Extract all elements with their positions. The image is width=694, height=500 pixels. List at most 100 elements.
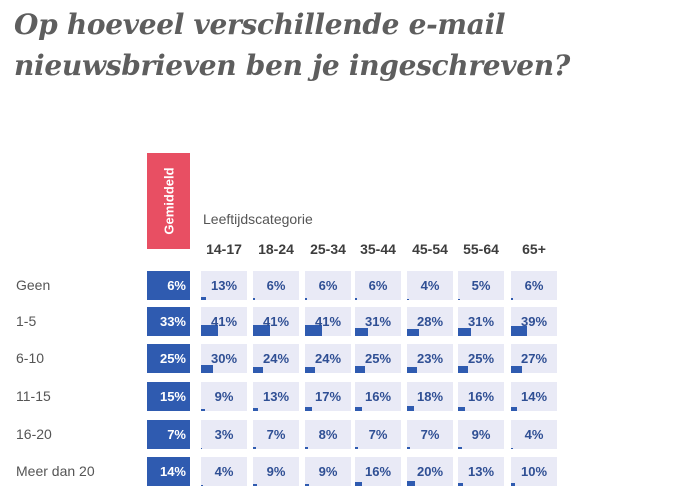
row-label: 16-20 xyxy=(16,426,52,442)
average-cell: 25% xyxy=(147,344,190,373)
row-label: 1-5 xyxy=(16,313,37,329)
data-cell: 7% xyxy=(355,420,401,449)
average-value: 33% xyxy=(159,314,186,329)
column-header: 45-54 xyxy=(412,241,448,257)
value-bar xyxy=(305,325,322,336)
data-cell: 13% xyxy=(201,271,247,300)
cell-value: 13% xyxy=(210,278,238,293)
cell-value: 6% xyxy=(318,278,338,293)
data-cell: 41% xyxy=(305,307,351,336)
cell-value: 24% xyxy=(314,351,342,366)
value-bar xyxy=(201,485,203,486)
value-bar xyxy=(407,329,419,336)
value-bar xyxy=(305,484,309,486)
value-bar xyxy=(407,406,414,411)
cell-value: 31% xyxy=(364,314,392,329)
cell-value: 18% xyxy=(416,389,444,404)
cell-value: 9% xyxy=(214,389,234,404)
value-bar xyxy=(511,407,517,411)
column-header: 14-17 xyxy=(206,241,242,257)
value-bar xyxy=(201,409,205,411)
chart-title: Op hoeveel verschillende e-mail nieuwsbr… xyxy=(14,8,570,82)
data-cell: 9% xyxy=(201,382,247,411)
average-value: 25% xyxy=(159,351,186,366)
cell-value: 41% xyxy=(210,314,238,329)
cell-value: 25% xyxy=(467,351,495,366)
cell-value: 3% xyxy=(214,427,234,442)
cell-value: 16% xyxy=(364,389,392,404)
data-cell: 30% xyxy=(201,344,247,373)
value-bar xyxy=(305,298,307,300)
data-cell: 13% xyxy=(253,382,299,411)
value-bar xyxy=(511,366,522,373)
value-bar xyxy=(253,367,263,373)
value-bar xyxy=(458,328,471,336)
data-cell: 16% xyxy=(355,457,401,486)
value-bar xyxy=(511,326,527,336)
value-bar xyxy=(201,365,213,373)
row-label: Geen xyxy=(16,277,51,293)
cell-value: 6% xyxy=(368,278,388,293)
value-bar xyxy=(458,366,468,373)
column-header: 35-44 xyxy=(360,241,396,257)
data-cell: 7% xyxy=(253,420,299,449)
value-bar xyxy=(458,447,462,449)
data-cell: 16% xyxy=(355,382,401,411)
cell-value: 4% xyxy=(420,278,440,293)
value-bar xyxy=(305,407,312,411)
data-cell: 24% xyxy=(253,344,299,373)
data-cell: 23% xyxy=(407,344,453,373)
value-bar xyxy=(458,407,465,411)
value-bar xyxy=(355,482,362,486)
value-bar xyxy=(407,299,409,300)
data-cell: 31% xyxy=(458,307,504,336)
data-cell: 41% xyxy=(253,307,299,336)
data-cell: 3% xyxy=(201,420,247,449)
data-cell: 16% xyxy=(458,382,504,411)
average-bar xyxy=(147,382,190,411)
category-label: Leeftijdscategorie xyxy=(203,211,313,227)
column-header: 25-34 xyxy=(310,241,346,257)
data-cell: 41% xyxy=(201,307,247,336)
average-column-header: Gemiddeld xyxy=(147,153,190,249)
value-bar xyxy=(253,325,270,336)
value-bar xyxy=(458,483,463,486)
cell-value: 9% xyxy=(471,427,491,442)
data-cell: 9% xyxy=(458,420,504,449)
cell-value: 17% xyxy=(314,389,342,404)
value-bar xyxy=(355,447,358,449)
average-bar xyxy=(147,420,190,449)
cell-value: 7% xyxy=(420,427,440,442)
cell-value: 16% xyxy=(364,464,392,479)
data-cell: 4% xyxy=(201,457,247,486)
row-label: 6-10 xyxy=(16,350,45,366)
average-cell: 7% xyxy=(147,420,190,449)
data-cell: 13% xyxy=(458,457,504,486)
row-label: Meer dan 20 xyxy=(16,463,95,479)
data-cell: 31% xyxy=(355,307,401,336)
data-cell: 8% xyxy=(305,420,351,449)
cell-value: 5% xyxy=(471,278,491,293)
data-cell: 6% xyxy=(511,271,557,300)
cell-value: 8% xyxy=(318,427,338,442)
average-label: Gemiddeld xyxy=(161,167,176,235)
data-cell: 6% xyxy=(253,271,299,300)
cell-value: 7% xyxy=(266,427,286,442)
value-bar xyxy=(253,408,258,411)
column-header: 18-24 xyxy=(258,241,294,257)
cell-value: 30% xyxy=(210,351,238,366)
cell-value: 39% xyxy=(520,314,548,329)
cell-value: 7% xyxy=(368,427,388,442)
cell-value: 27% xyxy=(520,351,548,366)
average-value: 6% xyxy=(167,278,186,293)
value-bar xyxy=(511,298,513,300)
value-bar xyxy=(355,298,357,300)
column-header: 55-64 xyxy=(463,241,499,257)
data-cell: 10% xyxy=(511,457,557,486)
data-cell: 6% xyxy=(305,271,351,300)
average-cell: 6% xyxy=(147,271,190,300)
data-cell: 6% xyxy=(355,271,401,300)
value-bar xyxy=(458,299,460,300)
column-header: 65+ xyxy=(522,241,546,257)
data-cell: 17% xyxy=(305,382,351,411)
